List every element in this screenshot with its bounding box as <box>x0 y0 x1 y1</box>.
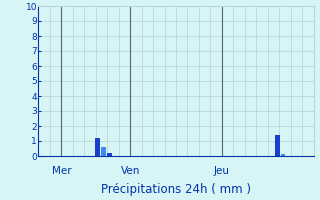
Text: Mer: Mer <box>52 166 71 177</box>
Text: Précipitations 24h ( mm ): Précipitations 24h ( mm ) <box>101 183 251 196</box>
Bar <box>95 138 100 156</box>
Text: Ven: Ven <box>120 166 140 177</box>
Bar <box>281 154 285 156</box>
Text: Jeu: Jeu <box>214 166 230 177</box>
Bar <box>275 135 280 156</box>
Bar <box>107 153 111 156</box>
Bar <box>101 147 106 156</box>
